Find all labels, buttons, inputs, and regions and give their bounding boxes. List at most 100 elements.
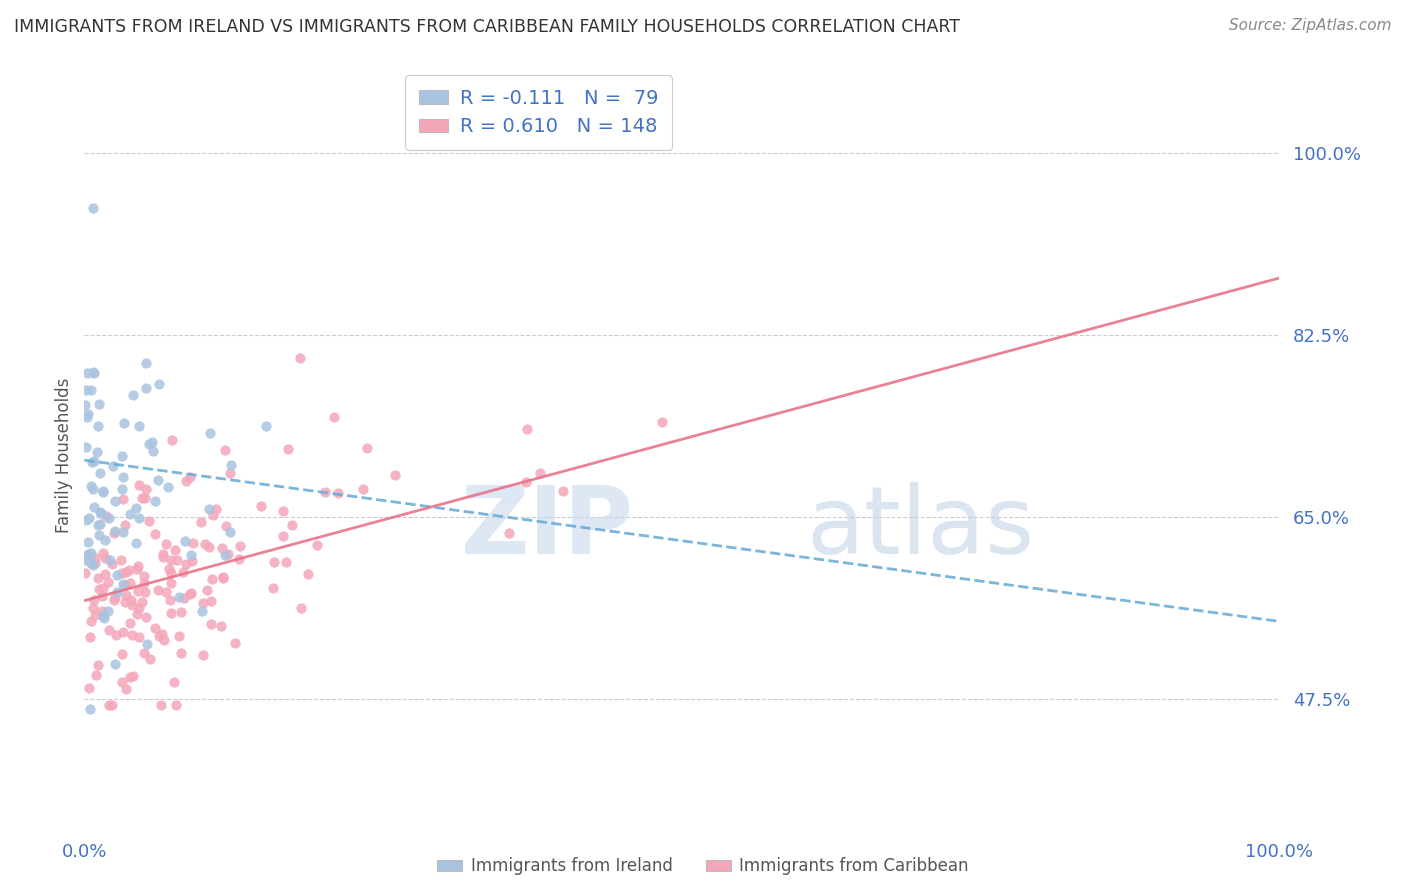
Point (138, 437, 160, 451)
Point (76, 408, 98, 422)
Point (80, 556, 103, 570)
Point (111, 482, 134, 496)
Point (152, 547, 174, 561)
Point (118, 670, 141, 684)
Point (307, 538, 329, 552)
Point (352, 482, 374, 496)
Point (529, 466, 551, 480)
Point (174, 558, 197, 572)
Point (75, 512, 97, 526)
Point (214, 548, 236, 562)
Point (94, 508, 117, 523)
Point (195, 582, 218, 597)
Point (323, 409, 346, 424)
Point (127, 584, 149, 599)
Point (160, 576, 183, 591)
Point (82, 601, 104, 615)
Point (112, 491, 135, 506)
Point (76, 410, 98, 425)
Point (82, 455, 104, 469)
Point (172, 565, 194, 579)
Point (114, 577, 136, 591)
Point (170, 605, 193, 619)
Point (197, 540, 219, 554)
Point (98, 698, 121, 712)
Point (211, 541, 233, 555)
Point (110, 552, 132, 566)
Point (173, 591, 195, 606)
Point (94, 533, 117, 548)
Point (75, 549, 97, 564)
Point (134, 569, 156, 583)
Point (217, 547, 239, 561)
Point (104, 493, 127, 508)
Point (118, 507, 141, 521)
Point (121, 388, 143, 402)
Point (290, 600, 312, 615)
Point (94, 567, 117, 582)
Point (87, 397, 110, 411)
Point (200, 425, 222, 440)
Point (214, 442, 236, 457)
Text: Source: ZipAtlas.com: Source: ZipAtlas.com (1229, 18, 1392, 33)
Point (152, 633, 174, 648)
Point (159, 592, 181, 607)
Point (271, 504, 294, 518)
Point (111, 524, 134, 539)
Point (86, 518, 108, 533)
Point (73, 552, 96, 566)
Point (263, 555, 285, 569)
Point (93, 610, 115, 624)
Point (118, 564, 141, 578)
Point (114, 518, 136, 533)
Point (498, 526, 520, 541)
Point (128, 478, 150, 492)
Point (157, 480, 180, 494)
Point (91, 485, 114, 500)
Point (104, 657, 127, 671)
Point (112, 416, 135, 430)
Point (103, 593, 125, 607)
Point (194, 536, 217, 550)
Text: ZIP: ZIP (461, 482, 634, 574)
Point (103, 525, 125, 540)
Point (143, 494, 166, 508)
Point (90, 506, 112, 520)
Point (76, 547, 98, 561)
Point (87, 571, 110, 585)
Point (131, 595, 153, 609)
Point (190, 604, 212, 618)
Point (134, 491, 156, 506)
Point (179, 587, 201, 601)
Point (125, 536, 148, 550)
Point (125, 607, 148, 621)
Text: atlas: atlas (807, 482, 1035, 574)
Point (143, 527, 166, 541)
Point (152, 549, 174, 564)
Point (148, 377, 170, 392)
Point (120, 593, 142, 607)
Y-axis label: Family Households: Family Households (55, 377, 73, 533)
Point (165, 698, 187, 712)
Point (105, 584, 128, 599)
Point (179, 586, 201, 600)
Point (79, 702, 101, 716)
Point (262, 581, 284, 595)
Point (254, 419, 277, 434)
Point (141, 435, 163, 450)
Point (79, 479, 101, 493)
Point (128, 418, 150, 433)
Point (135, 356, 157, 370)
Point (86, 658, 108, 673)
Point (271, 529, 294, 543)
Point (128, 601, 150, 615)
Point (114, 595, 136, 609)
Point (211, 570, 233, 584)
Point (132, 646, 155, 660)
Point (515, 475, 537, 489)
Point (83, 593, 105, 607)
Point (83, 454, 105, 468)
Point (89, 516, 111, 531)
Point (155, 537, 177, 551)
Point (107, 567, 129, 582)
